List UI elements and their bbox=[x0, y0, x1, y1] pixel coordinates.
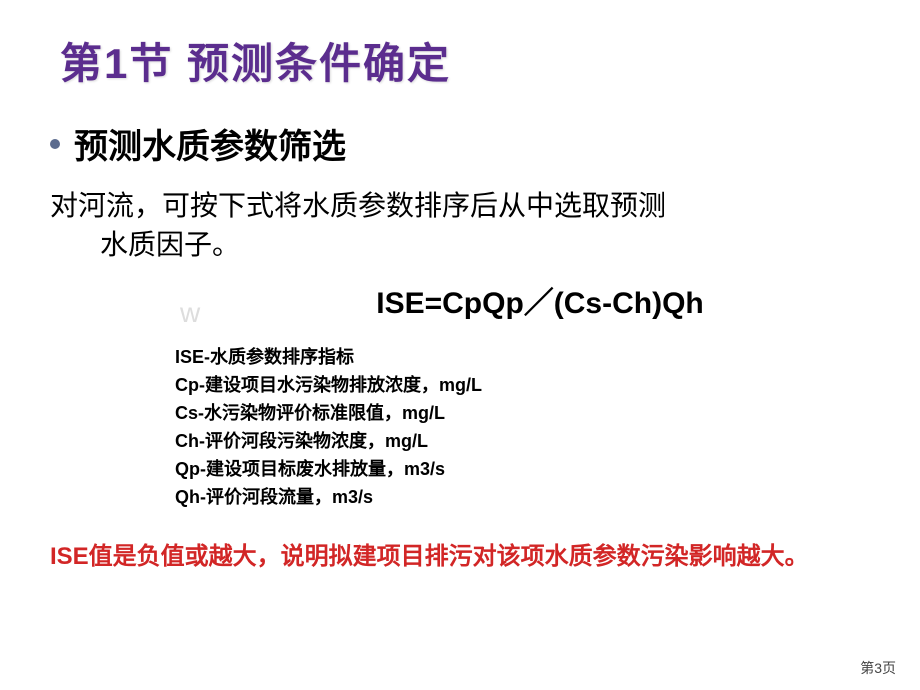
definition-item: ISE-水质参数排序指标 bbox=[175, 344, 870, 372]
definitions-block: ISE-水质参数排序指标 Cp-建设项目水污染物排放浓度，mg/L Cs-水污染… bbox=[175, 344, 870, 511]
description-line1: 对河流，可按下式将水质参数排序后从中选取预测 bbox=[50, 186, 870, 225]
watermark: w bbox=[180, 297, 201, 329]
subtitle-row: 预测水质参数筛选 bbox=[50, 119, 870, 168]
description-block: 对河流，可按下式将水质参数排序后从中选取预测 水质因子。 bbox=[50, 186, 870, 264]
definition-item: Cs-水污染物评价标准限值，mg/L bbox=[175, 400, 870, 428]
formula-text: ISE=CpQp／(Cs-Ch)Qh bbox=[210, 278, 870, 322]
slide-container: 第1节 预测条件确定 预测水质参数筛选 对河流，可按下式将水质参数排序后从中选取… bbox=[0, 0, 920, 690]
definition-item: Ch-评价河段污染物浓度，mg/L bbox=[175, 428, 870, 456]
description-line2: 水质因子。 bbox=[100, 225, 870, 264]
definition-item: Cp-建设项目水污染物排放浓度，mg/L bbox=[175, 372, 870, 400]
bullet-icon bbox=[50, 139, 60, 149]
subtitle-text: 预测水质参数筛选 bbox=[74, 119, 346, 168]
definition-item: Qh-评价河段流量，m3/s bbox=[175, 484, 870, 512]
page-number: 第3页 bbox=[860, 658, 896, 678]
definition-item: Qp-建设项目标废水排放量，m3/s bbox=[175, 456, 870, 484]
conclusion-text: ISE值是负值或越大，说明拟建项目排污对该项水质参数污染影响越大。 bbox=[50, 540, 870, 575]
slide-title: 第1节 预测条件确定 bbox=[60, 30, 870, 91]
